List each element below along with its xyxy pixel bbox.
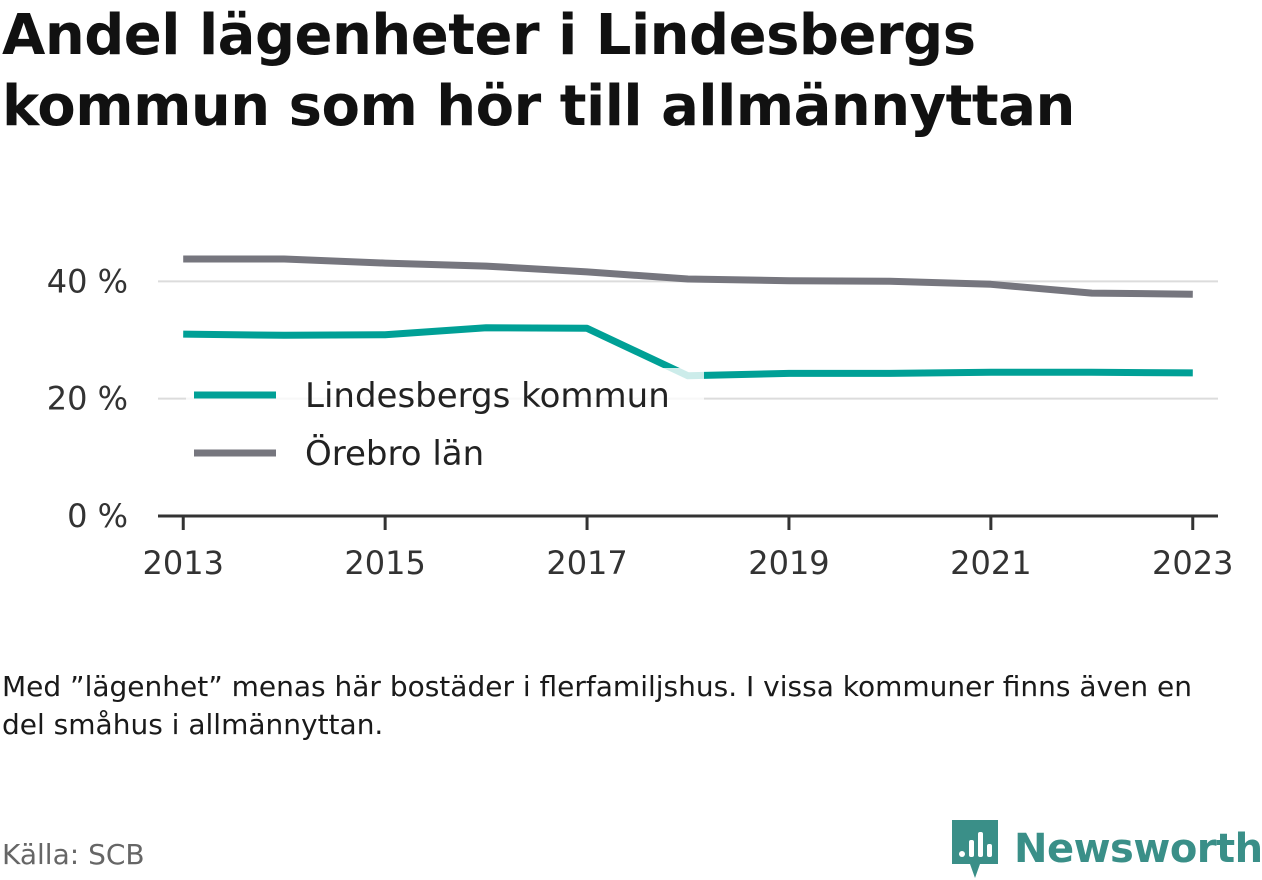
- x-tick-label: 2015: [344, 544, 425, 582]
- y-tick-label: 0 %: [67, 497, 128, 535]
- series-lines: [183, 255, 1193, 380]
- legend-label: Örebro län: [305, 433, 484, 474]
- source-credit: Källa: SCB: [2, 838, 145, 871]
- chart-title: Andel lägenheter i Lindesbergs kommun so…: [2, 0, 1252, 142]
- chart-title-line-1: Andel lägenheter i Lindesbergs: [2, 3, 976, 68]
- bar-chart-speech-bubble-icon: [952, 820, 998, 878]
- x-tick-label: 2021: [950, 544, 1031, 582]
- chart-note: Med ”lägenhet” menas här bostäder i fler…: [2, 670, 1192, 741]
- x-tick-label: 2017: [546, 544, 627, 582]
- series-line: [183, 255, 1193, 298]
- x-tick-label: 2019: [748, 544, 829, 582]
- y-tick-label: 20 %: [47, 380, 128, 418]
- y-tick-label: 40 %: [47, 262, 128, 300]
- x-tick-label: 2013: [143, 544, 224, 582]
- chart-title-line-2: kommun som hör till allmännyttan: [2, 74, 1075, 139]
- legend: Lindesbergs kommun Örebro län: [186, 368, 704, 474]
- line-chart: 0 % 20 % 40 % 2013 2015 2017 2019 2021 2023 Lind…: [47, 255, 1234, 582]
- brand-name: Newsworthy: [1014, 826, 1262, 872]
- x-tick-label: 2023: [1152, 544, 1233, 582]
- axes: 0 % 20 % 40 % 2013 2015 2017 2019 2021 2023: [47, 262, 1234, 582]
- brand-logo[interactable]: Newsworthy: [950, 818, 1262, 880]
- legend-label: Lindesbergs kommun: [305, 376, 670, 416]
